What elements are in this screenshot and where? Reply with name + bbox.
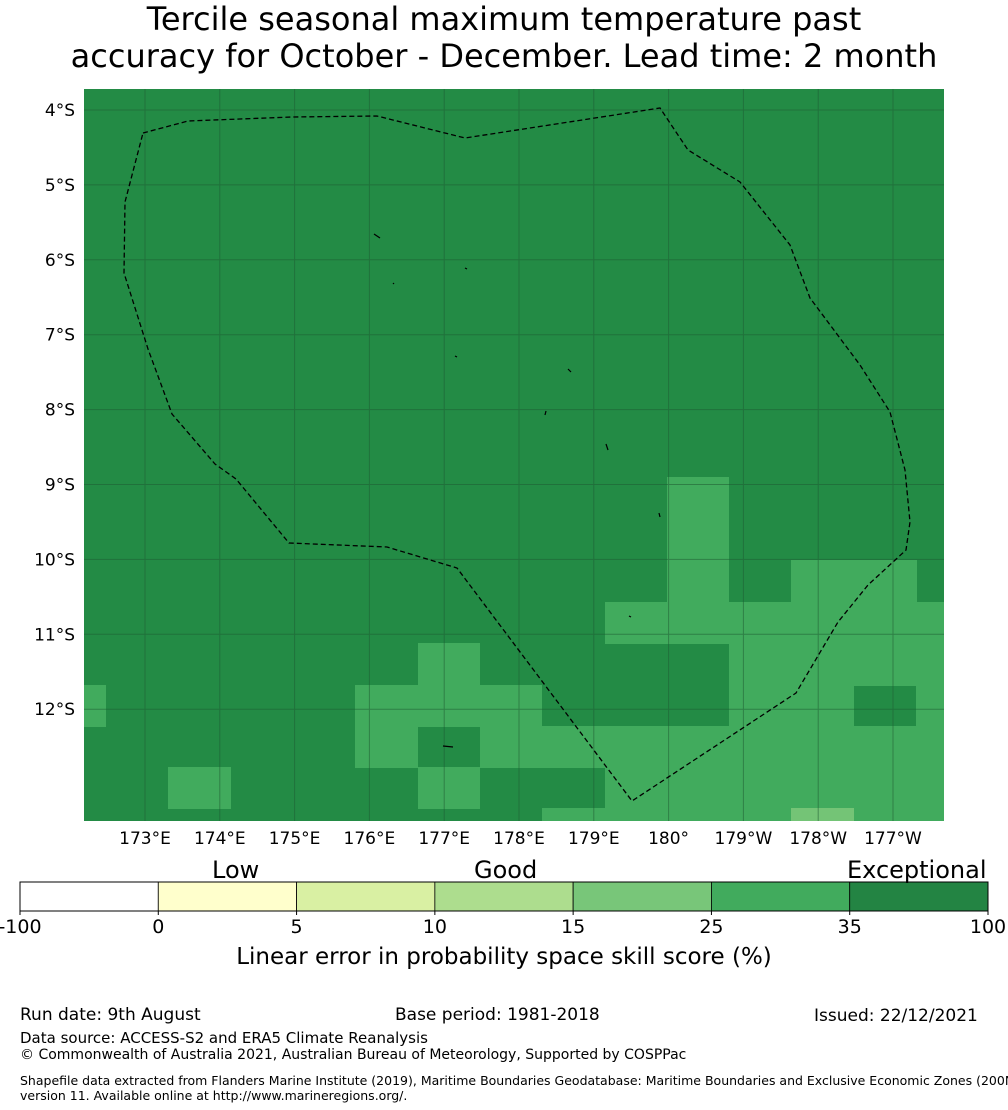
longitude-label: 178°W [789, 829, 847, 849]
longitude-label: 173°E [119, 829, 171, 849]
colorbar-axis-label: Linear error in probability space skill … [236, 944, 772, 970]
latitude-labels: 4°S 5°S 6°S 7°S 8°S 9°S 10°S 11°S 12°S [34, 101, 75, 720]
latitude-label: 5°S [45, 176, 75, 196]
colorbar-tick-label: 15 [561, 916, 585, 938]
colorbar-tick-label: 5 [291, 916, 303, 938]
island [392, 282, 395, 285]
colorbar-category-exceptional: Exceptional [847, 856, 987, 884]
island [464, 267, 468, 270]
skill-cell [542, 808, 791, 821]
longitude-label: 177°E [418, 829, 470, 849]
longitude-label: 179°W [715, 829, 773, 849]
colorbar-tick-label: 25 [699, 916, 723, 938]
colorbar-category-good: Good [474, 856, 538, 884]
colorbar-tick-label: 100 [970, 916, 1006, 938]
latitude-label: 6°S [45, 251, 75, 271]
latitude-label: 8°S [45, 401, 75, 421]
longitude-label: 174°E [194, 829, 246, 849]
skill-cell [480, 726, 944, 768]
islands [373, 233, 661, 748]
colorbar-segment [711, 881, 851, 912]
skill-cell [854, 808, 944, 821]
colorbar [19, 881, 989, 912]
colorbar-tick-label: 10 [423, 916, 447, 938]
latitude-label: 12°S [34, 700, 75, 720]
skill-cell [916, 685, 944, 727]
skill-cell [667, 477, 729, 603]
colorbar-segment [19, 881, 159, 912]
longitude-label: 175°E [269, 829, 321, 849]
colorbar-ticks: -100 0 5 10 15 25 35 100 [0, 911, 1006, 938]
skill-cell [168, 767, 231, 809]
latitude-label: 7°S [45, 326, 75, 346]
longitude-label: 176°E [344, 829, 396, 849]
colorbar-outline [19, 881, 989, 912]
island [658, 512, 661, 518]
copyright: © Commonwealth of Australia 2021, Austra… [20, 1047, 687, 1063]
colorbar-tick-label: 35 [838, 916, 862, 938]
colorbar-segment [434, 881, 574, 912]
skill-cell [791, 560, 917, 602]
skill-cell [84, 685, 106, 727]
issued-date: Issued: 22/12/2021 [814, 1006, 978, 1026]
map-gridlines [84, 89, 944, 821]
island [373, 233, 381, 239]
latitude-label: 11°S [34, 625, 75, 645]
longitude-label: 180° [648, 829, 689, 849]
eez-boundary [123, 107, 911, 802]
skill-cells [84, 477, 944, 821]
colorbar-segment [296, 881, 436, 912]
colorbar-tick-label: 0 [152, 916, 164, 938]
latitude-label: 9°S [45, 476, 75, 496]
longitude-labels: 173°E 174°E 175°E 176°E 177°E 178°E 179°E 180° 1… [119, 829, 922, 849]
skill-cell [355, 685, 542, 727]
base-period: Base period: 1981-2018 [395, 1005, 600, 1025]
skill-cell [791, 808, 854, 821]
colorbar-segment [157, 881, 297, 912]
run-date: Run date: 9th August [20, 1005, 201, 1025]
skill-cell [605, 602, 729, 644]
skill-cell [605, 767, 944, 809]
skill-cell [418, 643, 480, 686]
skill-cell [729, 685, 854, 727]
skill-cell [418, 767, 480, 809]
longitude-label: 178°E [493, 829, 545, 849]
island [544, 410, 547, 416]
latitude-label: 4°S [45, 101, 75, 121]
colorbar-tick-label: -100 [0, 916, 42, 938]
colorbar-segment [572, 881, 712, 912]
map-title-line-2: accuracy for October - December. Lead ti… [70, 37, 938, 75]
island [442, 745, 454, 748]
skill-cell [355, 726, 418, 768]
island [605, 443, 609, 451]
map-title-line-1: Tercile seasonal maximum temperature pas… [146, 0, 862, 38]
colorbar-category-low: Low [212, 856, 260, 884]
shapefile-credit-line-1: Shapefile data extracted from Flanders M… [20, 1073, 1008, 1088]
colorbar-segment [849, 881, 989, 912]
longitude-label: 179°E [568, 829, 620, 849]
latitude-label: 10°S [34, 550, 75, 570]
island [567, 368, 572, 373]
longitude-label: 177°W [864, 829, 922, 849]
shapefile-credit-line-2: version 11. Available online at http://w… [20, 1088, 408, 1103]
island [454, 355, 458, 358]
island [628, 615, 632, 618]
skill-cell [729, 602, 944, 686]
data-source: Data source: ACCESS-S2 and ERA5 Climate … [20, 1029, 428, 1047]
